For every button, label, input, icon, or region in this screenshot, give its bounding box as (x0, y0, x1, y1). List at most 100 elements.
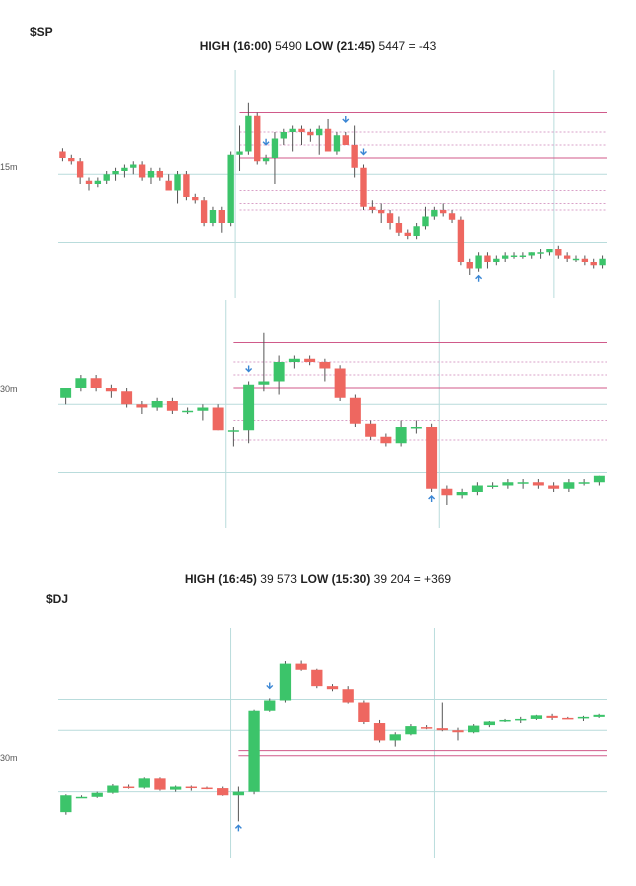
dj-high-label: HIGH (16:45) (184, 572, 257, 586)
sp-30m-candle-body (121, 391, 133, 405)
sp-15m-candle-body (369, 206, 376, 210)
dj-30m-candle-body (405, 726, 417, 735)
sp-30m-candle-body (227, 430, 239, 432)
sp-15m-candle-body (537, 252, 544, 254)
sp-15m-candle-body (76, 161, 84, 178)
dj-30m-candle-body (436, 728, 448, 731)
sp-30m-candle-body (380, 436, 392, 444)
sp-30m-up-arrow-icon (428, 495, 436, 502)
sp-30m-down-arrow-icon (245, 365, 253, 373)
sp-30m-timeframe-label: 30m (0, 384, 18, 394)
sp-30m-candle-body (334, 368, 346, 398)
sp-15m-candle-body (174, 174, 181, 191)
sp-15m-candle-body (307, 132, 314, 136)
sp-30m-candle-body (166, 401, 178, 411)
dj-diff: = +369 (413, 572, 452, 586)
sp-15m-candle-body (555, 249, 562, 256)
sp-15m-candle-body (289, 128, 296, 132)
sp-15m-candle-body (59, 151, 66, 158)
sp-30m-candle-body (593, 475, 605, 483)
sp-30m-candle-body (273, 362, 285, 382)
sp-high-value: 5490 (275, 39, 302, 53)
dj-30m-candle-body (122, 786, 135, 789)
sp-30m-candle-body (410, 427, 422, 429)
dj-high-value: 39 573 (260, 572, 297, 586)
dj-30m-candle-body (593, 714, 605, 717)
sp-30m-candle-body (487, 485, 499, 487)
sp-15m-candle-body (254, 115, 261, 162)
sp-15m-candle-body (147, 171, 155, 178)
sp-title: HIGH (16:00) 5490 LOW (21:45) 5447 = -43 (0, 39, 636, 53)
sp-15m-candle-body (599, 258, 606, 266)
sp-15m-candle-body (245, 115, 252, 152)
sp-15m-timeframe-label: 15m (0, 162, 18, 172)
dj-30m-candle-body (577, 716, 590, 719)
sp-15m-candle-body (121, 167, 128, 171)
sp-30m-candle-body (136, 404, 148, 408)
sp-15m-candle-body (572, 258, 580, 261)
sp-15m-candle-body (209, 210, 217, 223)
sp-15m-up-arrow-icon (475, 274, 483, 282)
sp-15m-candle-body (130, 164, 137, 168)
dj-30m-candle-body (217, 788, 229, 796)
dj-30m-candle-body (373, 723, 386, 741)
dj-30m-candle-body (358, 702, 370, 722)
dj-30m-candle-body (107, 785, 119, 793)
dj-30m-candle-body (185, 786, 197, 789)
sp-15m-candle-body (192, 197, 199, 201)
sp-30m-candle-body (288, 358, 300, 362)
sp-30m-candle-body (212, 407, 224, 431)
dj-30m-candle-body (452, 730, 464, 733)
sp-15m-candle-body (493, 258, 500, 262)
sp-15m-candle-body (404, 232, 411, 236)
sp-15m-candle-body (475, 255, 482, 269)
dj-30m-candle-body (295, 663, 307, 670)
dj-30m-candle-body (201, 787, 213, 790)
dj-low-value: 39 204 (373, 572, 411, 586)
sp-15m-candle-body (218, 210, 226, 223)
sp-15m-candle-body (395, 223, 403, 233)
sp-15m-candle-body (262, 158, 270, 162)
dj-30m-candle-body (420, 727, 433, 729)
sp-30m-candle-body (182, 410, 194, 413)
sp-15m-candle-body (510, 255, 518, 257)
dj-30m-candle-body (154, 778, 166, 790)
sp-30m-candle-body (517, 482, 529, 484)
dj-title: HIGH (16:45) 39 573 LOW (15:30) 39 204 =… (0, 572, 636, 586)
sp-15m-candle-body (68, 158, 75, 162)
sp-15m-candle-body (324, 128, 332, 152)
dj-30m-candle-body (311, 669, 323, 687)
dj-30m-candle-body (483, 721, 496, 726)
sp-30m-candle-body (426, 427, 438, 489)
sp-15m-candle-body (386, 213, 394, 223)
sp-15m-candle-body (165, 180, 172, 191)
dj-30m-candle-body (264, 700, 276, 711)
sp-15m-candle-body (519, 255, 527, 257)
sp-30m-candle-body (578, 482, 590, 484)
dj-low-label: LOW (15:30) (300, 572, 371, 586)
sp-15m-candle-body (280, 132, 287, 139)
dj-30m-down-arrow-icon (266, 682, 274, 690)
sp-15m-candle-body (200, 200, 208, 223)
sp-30m-candle-body (197, 407, 209, 411)
sp-15m-candle-body (546, 249, 553, 253)
sp-30m-candle-body (456, 492, 468, 496)
sp-15m-candle-body (413, 226, 420, 236)
sp-15m-candle-body (466, 262, 473, 269)
sp-30m-candle-body (441, 488, 453, 496)
dj-30m-candle-body (91, 792, 103, 797)
sp-30m-candle-body (502, 482, 514, 486)
sp-15m-candle-body (378, 210, 385, 214)
sp-15m-candle-body (103, 174, 110, 181)
sp-15m-candle-body (138, 164, 146, 178)
dj-30m-candle-body (515, 718, 527, 721)
sp-15m-candle-body (448, 213, 456, 220)
dj-30m-candle-body (530, 715, 543, 719)
sp-15m-candle-body (156, 171, 164, 178)
sp-30m-candle-body (90, 378, 102, 388)
sp-15m-candle-body (316, 128, 323, 136)
sp-15m-candle-body (94, 180, 102, 184)
sp-30m-candle-body (60, 388, 72, 398)
sp-15m-down-arrow-icon (359, 148, 367, 156)
